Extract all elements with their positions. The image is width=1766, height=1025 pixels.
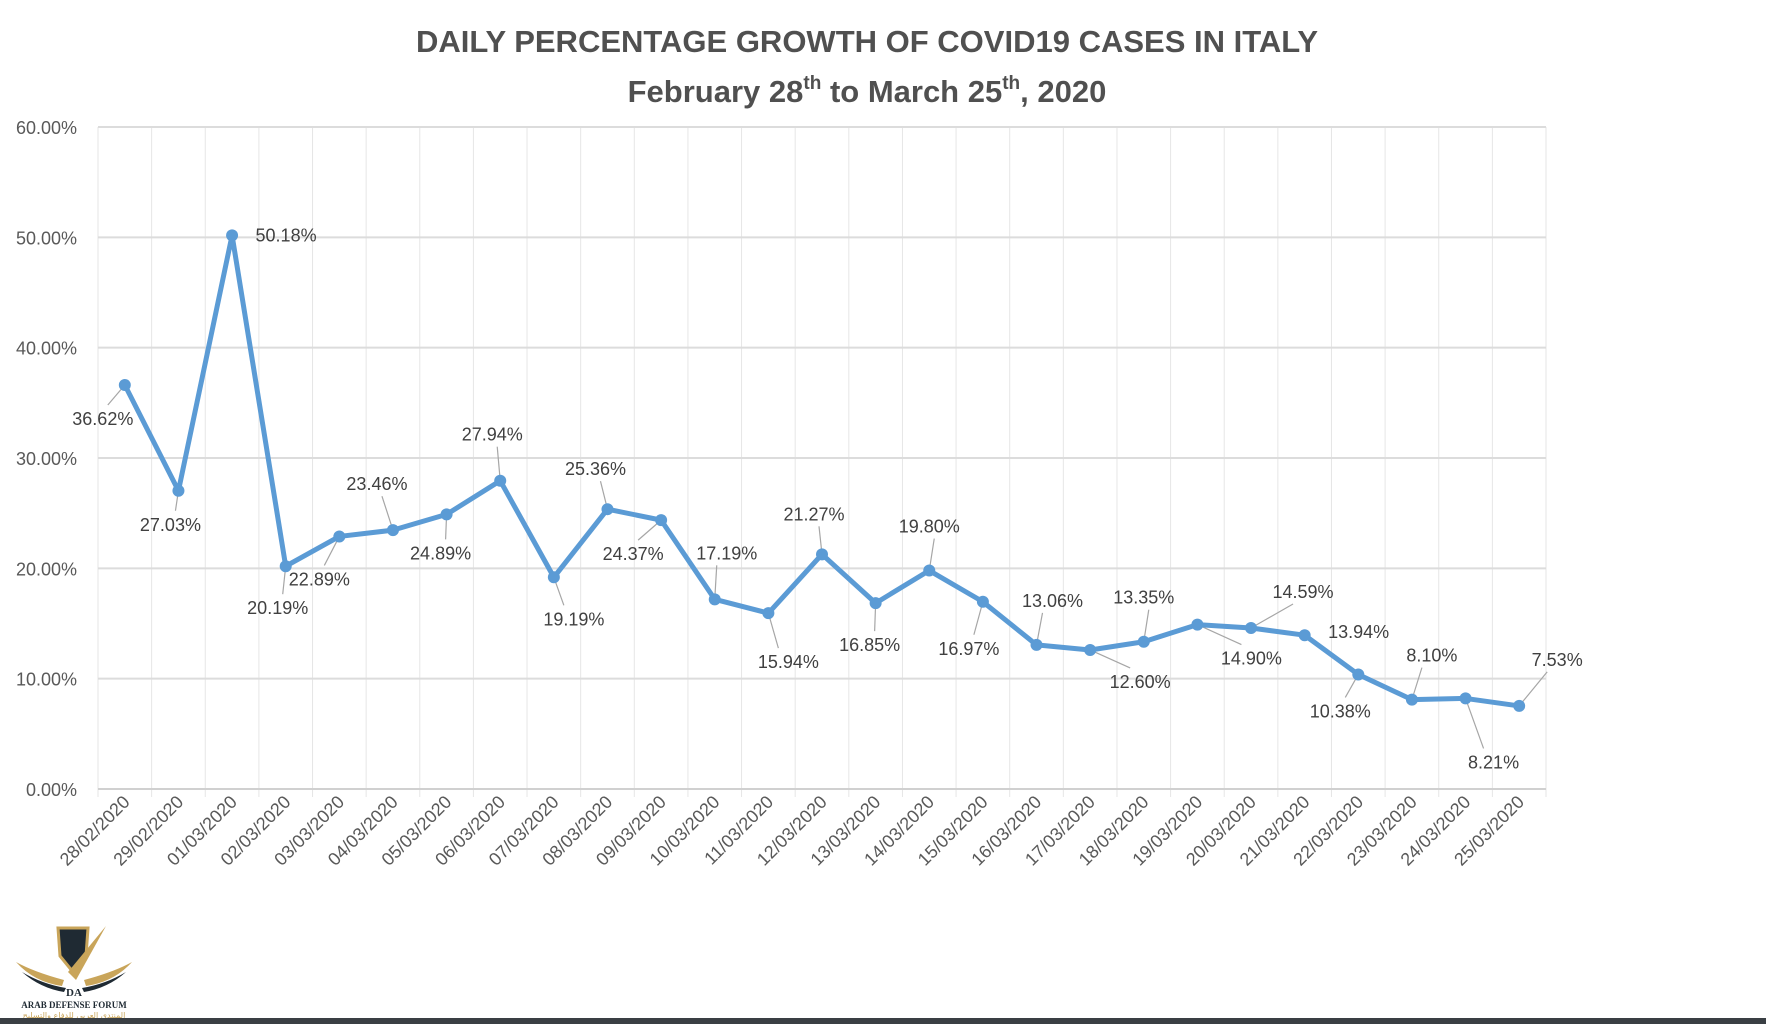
subtitle-prefix: February 28 — [628, 74, 804, 109]
y-tick-label: 40.00% — [16, 339, 77, 359]
label-leader-line — [1464, 698, 1485, 749]
label-leader-line — [1089, 649, 1131, 669]
data-point — [816, 548, 828, 561]
y-tick-label: 20.00% — [16, 559, 77, 579]
data-label: 14.59% — [1273, 582, 1334, 602]
watermark-name: ARAB DEFENSE FORUM — [21, 1000, 127, 1010]
data-point — [655, 514, 668, 527]
data-label: 27.94% — [462, 425, 523, 445]
y-axis: 0.00% 10.00% 20.00% 30.00% 40.00% 50.00% 60.00… — [16, 118, 77, 800]
data-label: 25.36% — [565, 459, 626, 479]
watermark-arabic: المنتدى العربي للدفاع والتسليح — [23, 1011, 126, 1020]
watermark-initials: DA — [66, 987, 82, 999]
data-label: 22.89% — [289, 569, 350, 589]
data-point — [172, 484, 185, 497]
data-label: 24.37% — [603, 544, 664, 564]
data-point — [386, 524, 399, 537]
subtitle-sup2: th — [1002, 73, 1020, 94]
data-label: 13.94% — [1328, 622, 1389, 642]
data-label: 21.27% — [783, 504, 844, 524]
chart-title: DAILY PERCENTAGE GROWTH OF COVID19 CASES… — [416, 24, 1318, 59]
label-leader-line — [767, 612, 779, 649]
y-tick-label: 0.00% — [26, 780, 77, 800]
data-label: 19.80% — [899, 517, 960, 537]
data-point — [923, 564, 936, 577]
data-labels: 36.62% 27.03% 50.18% 20.19% 22.89% 23.46% 24.8… — [72, 225, 1582, 772]
data-label: 36.62% — [72, 409, 133, 429]
subtitle-suffix: , 2020 — [1020, 74, 1106, 109]
watermark-logo: DA ARAB DEFENSE FORUM المنتدى العربي للد… — [14, 922, 134, 1020]
label-leader-line — [1197, 624, 1242, 646]
data-label: 15.94% — [758, 652, 819, 672]
shield-wings-icon: DA ARAB DEFENSE FORUM المنتدى العربي للد… — [16, 926, 132, 1020]
data-label: 17.19% — [696, 543, 757, 563]
subtitle-middle: to March 25 — [821, 74, 1002, 109]
data-point — [1298, 629, 1311, 642]
data-point — [279, 560, 292, 573]
data-label: 24.89% — [410, 543, 471, 563]
data-point — [869, 597, 882, 610]
data-label: 16.85% — [839, 635, 900, 655]
data-point — [1030, 638, 1043, 651]
label-leader-line — [1518, 671, 1548, 707]
data-point — [226, 229, 239, 242]
series-line — [118, 229, 1526, 712]
data-point — [547, 571, 560, 584]
data-point — [1352, 668, 1365, 681]
label-leader-line — [1250, 603, 1294, 629]
data-label: 27.03% — [140, 515, 201, 535]
data-label: 20.19% — [247, 598, 308, 618]
chart-subtitle: February 28th to March 25th, 2020 — [628, 73, 1107, 109]
y-tick-label: 50.00% — [16, 228, 77, 248]
data-point — [1405, 693, 1418, 706]
data-label: 8.10% — [1406, 646, 1457, 666]
data-label: 19.19% — [543, 609, 604, 629]
data-point — [708, 593, 721, 606]
data-point — [1084, 643, 1097, 656]
data-point — [1191, 618, 1204, 631]
data-label: 23.46% — [346, 474, 407, 494]
data-label: 14.90% — [1221, 649, 1282, 669]
bottom-border — [0, 1018, 1766, 1024]
data-point — [1459, 692, 1472, 705]
data-point — [118, 378, 131, 391]
data-label: 10.38% — [1310, 701, 1371, 721]
data-point — [1513, 699, 1526, 712]
data-point — [333, 530, 346, 543]
y-tick-label: 60.00% — [16, 118, 77, 138]
data-label: 50.18% — [256, 225, 317, 245]
subtitle-sup1: th — [803, 73, 821, 94]
gridlines — [97, 126, 1547, 797]
y-tick-label: 30.00% — [16, 449, 77, 469]
data-point — [440, 508, 453, 521]
data-point — [1137, 635, 1150, 648]
data-label: 12.60% — [1110, 672, 1171, 692]
y-tick-label: 10.00% — [16, 670, 77, 690]
data-point — [1245, 622, 1258, 635]
data-point — [601, 503, 614, 516]
data-label: 8.21% — [1468, 752, 1519, 772]
data-label: 13.06% — [1022, 591, 1083, 611]
data-point — [494, 474, 507, 487]
data-label: 13.35% — [1113, 588, 1174, 608]
data-label: 16.97% — [938, 639, 999, 659]
data-point — [762, 607, 775, 620]
data-point — [976, 595, 989, 608]
x-axis: 28/02/202029/02/202001/03/202002/03/2020… — [56, 792, 1528, 870]
data-label: 7.53% — [1532, 650, 1583, 670]
